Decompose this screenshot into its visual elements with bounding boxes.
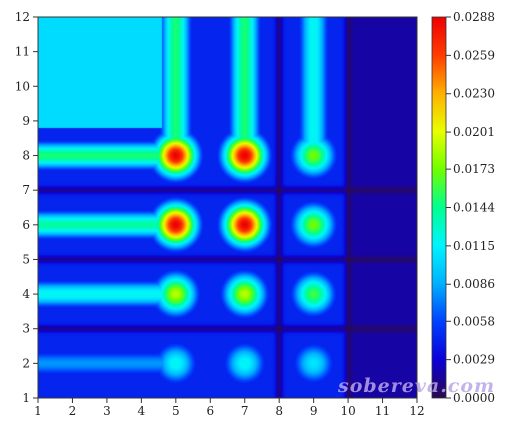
y-tick-label: 6 <box>22 218 30 232</box>
y-tick-label: 7 <box>22 183 30 197</box>
x-tick-label: 12 <box>409 404 424 418</box>
y-tick-label: 4 <box>22 287 30 301</box>
x-tick-label: 8 <box>275 404 283 418</box>
x-tick-label: 1 <box>34 404 42 418</box>
x-tick-label: 6 <box>206 404 214 418</box>
x-tick-label: 7 <box>241 404 249 418</box>
colorbar-tick-label: 0.0201 <box>453 125 495 139</box>
colorbar-tick-label: 0.0144 <box>453 201 495 215</box>
y-tick-label: 8 <box>22 149 30 163</box>
colorbar-tick-label: 0.0029 <box>453 353 495 367</box>
x-tick-label: 4 <box>138 404 146 418</box>
colorbar-tick-label: 0.0000 <box>453 391 495 405</box>
x-tick-label: 3 <box>103 404 111 418</box>
x-tick-label: 11 <box>375 404 390 418</box>
x-tick-label: 2 <box>69 404 77 418</box>
colorbar-tick-label: 0.0115 <box>453 239 495 253</box>
colorbar-gradient <box>431 16 447 399</box>
colorbar-tick-label: 0.0259 <box>453 48 495 62</box>
x-tick-label: 5 <box>172 404 180 418</box>
colorbar: 0.0288 0.0259 0.0230 0.0201 0.0173 0.0144 0.01… <box>431 10 495 405</box>
x-tick-label: 9 <box>310 404 318 418</box>
colorbar-tick-label: 0.0173 <box>453 162 495 176</box>
y-tick-label: 3 <box>22 322 30 336</box>
colorbar-tick-label: 0.0086 <box>453 277 495 291</box>
y-tick-label: 9 <box>22 114 30 128</box>
y-tick-label: 10 <box>15 79 30 93</box>
heatmap-surface <box>38 17 417 398</box>
y-tick-label: 2 <box>22 356 30 370</box>
y-tick-label: 1 <box>22 391 30 405</box>
watermark-text: sobereva.com <box>337 375 495 397</box>
x-tick-label: 10 <box>340 404 355 418</box>
y-tick-label: 12 <box>15 10 30 24</box>
colorbar-tick-label: 0.0288 <box>453 10 495 24</box>
x-axis: 1 2 3 4 5 6 7 8 9 10 11 12 <box>34 398 425 418</box>
colorbar-tick-label: 0.0230 <box>453 87 495 101</box>
plot-frame <box>37 16 418 399</box>
colorbar-tick-label: 0.0058 <box>453 314 495 328</box>
plot-area <box>37 16 418 399</box>
y-tick-label: 11 <box>15 45 30 59</box>
y-tick-label: 5 <box>22 252 30 266</box>
